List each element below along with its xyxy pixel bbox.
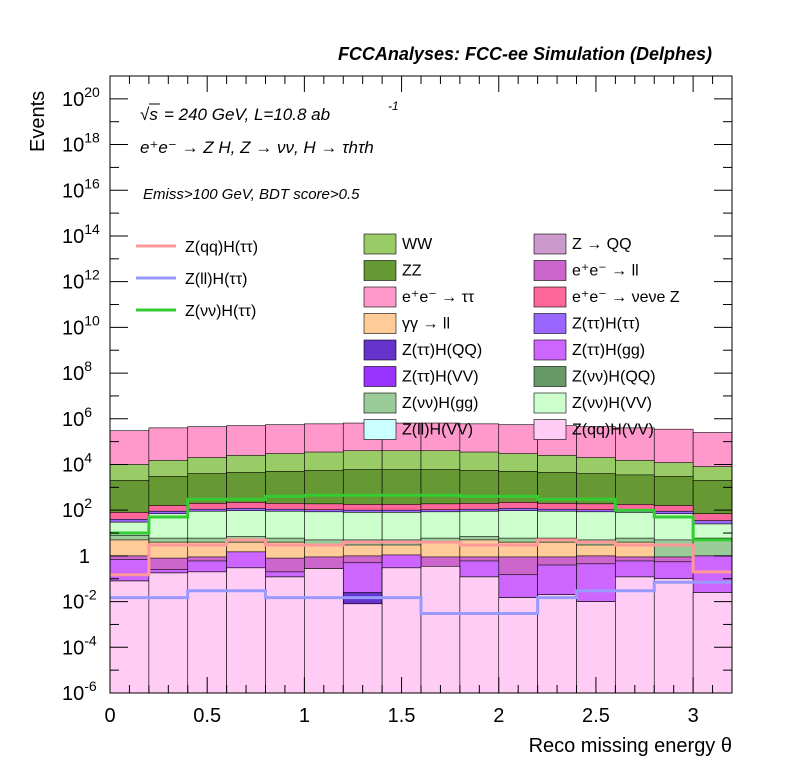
stack-bar xyxy=(148,572,189,694)
legend-box-label: Z(ττ)H(ττ) xyxy=(572,316,640,333)
stack-bar xyxy=(498,597,538,694)
header-title: FCCAnalyses: FCC-ee Simulation (Delphes) xyxy=(338,44,712,64)
legend-box-label: Z(ll)H(VV) xyxy=(402,422,473,439)
legend-line-label: Z(ll)H(ττ) xyxy=(185,271,247,288)
legend-color-box xyxy=(533,233,567,255)
legend-color-box xyxy=(363,286,397,308)
legend-box-label: Z(ττ)H(VV) xyxy=(402,369,479,386)
x-axis-label: Reco missing energy θ xyxy=(529,735,732,757)
stack-bar xyxy=(615,576,655,694)
legend-box-label: e⁺e⁻ → νeνe Z xyxy=(572,289,680,306)
legend-box-label: Z(νν)H(VV) xyxy=(572,395,652,412)
legend-signals: Z(qq)H(ττ) Z(ll)H(ττ) Z(νν)H(ττ) xyxy=(136,239,258,320)
legend-color-box xyxy=(533,419,567,440)
stack-bar xyxy=(537,594,577,694)
stacked-histogram xyxy=(109,422,733,694)
y-tick-label: 1 xyxy=(79,546,90,568)
legend-color-box xyxy=(533,366,567,387)
y-tick-label: 102 xyxy=(62,495,92,522)
legend-color-box xyxy=(533,339,567,361)
legend-box-label: Z(ττ)H(gg) xyxy=(572,342,645,359)
y-tick-label: 1016 xyxy=(62,175,100,202)
x-tick-label: 2 xyxy=(493,705,504,727)
y-tick-label: 104 xyxy=(62,449,92,476)
legend-box-label: γγ → ll xyxy=(402,316,450,333)
legend-box-label: e⁺e⁻ → ττ xyxy=(402,289,475,306)
y-tick-label: 1010 xyxy=(62,312,100,339)
x-tick-label: 0.5 xyxy=(193,705,221,727)
legend-color-box xyxy=(533,313,567,334)
stack-bar xyxy=(459,576,500,694)
signal-lines xyxy=(110,493,732,616)
legend-box-label: Z(νν)H(QQ) xyxy=(572,369,656,386)
energy-lumi-label: = 240 GeV, L=10.8 ab xyxy=(164,105,330,124)
legend-box-label: WW xyxy=(402,236,433,253)
y-tick-label: 10-2 xyxy=(62,587,97,614)
stack-bar xyxy=(304,568,344,694)
legend-line-label: Z(qq)H(ττ) xyxy=(185,239,258,256)
signal-line xyxy=(110,580,732,616)
legend-color-box xyxy=(533,392,567,414)
legend-box-label: Z → QQ xyxy=(572,236,632,253)
y-tick-label: 1012 xyxy=(62,267,100,294)
legend-color-box xyxy=(363,313,397,334)
stack-bar xyxy=(692,592,733,694)
selection-label: Emiss>100 GeV, BDT score>0.5 xyxy=(143,186,360,203)
x-tick-label: 1.5 xyxy=(388,705,416,727)
y-tick-label: 10-4 xyxy=(62,632,97,659)
y-tick-label: 1020 xyxy=(62,84,100,111)
x-tick-label: 1 xyxy=(299,705,310,727)
legend-box-label: Z(qq)H(VV) xyxy=(572,422,654,439)
y-axis-label: Events xyxy=(27,91,49,152)
y-tick-label: 108 xyxy=(62,358,92,385)
legend-color-box xyxy=(363,366,397,387)
annotation-block: √s = 240 GeV, L=10.8 ab -1 e⁺e⁻ → Z H, Z… xyxy=(140,99,399,203)
signal-line xyxy=(110,538,732,577)
process-label: e⁺e⁻ → Z H, Z → νν, H → τhτh xyxy=(140,138,374,157)
legend-box-label: ZZ xyxy=(402,263,422,280)
legend-box-label: Z(ττ)H(QQ) xyxy=(402,342,482,359)
stack-bar xyxy=(653,578,694,694)
y-tick-label: 1014 xyxy=(62,221,100,248)
x-tick-label: 0 xyxy=(104,705,115,727)
stack-bar xyxy=(109,580,150,694)
legend-box-label: Z(νν)H(gg) xyxy=(402,395,478,412)
sqrt-symbol: √s xyxy=(140,105,158,124)
legend-line-label: Z(νν)H(ττ) xyxy=(185,303,256,320)
stack-bar xyxy=(265,576,305,694)
y-tick-label: 106 xyxy=(62,404,92,431)
signal-line xyxy=(110,493,732,542)
legend-color-box xyxy=(533,286,567,308)
y-tick-label: 10-6 xyxy=(62,678,97,705)
legend-color-box xyxy=(363,260,397,281)
x-tick-label: 3 xyxy=(688,705,699,727)
stack-bar xyxy=(420,566,461,694)
legend-backgrounds: WW Z → QQ ZZ e⁺e⁻ → ll e⁺e⁻ → ττ e⁺e⁻ → νeνe … xyxy=(363,233,680,440)
legend-color-box xyxy=(533,260,567,281)
legend-color-box xyxy=(363,339,397,361)
y-tick-label: 1018 xyxy=(62,130,100,157)
stack-bar xyxy=(381,567,422,694)
lumi-unit-exponent: -1 xyxy=(388,99,399,113)
x-tick-label: 2.5 xyxy=(582,705,610,727)
legend-color-box xyxy=(363,392,397,414)
legend-color-box xyxy=(363,233,397,255)
stack-bar xyxy=(226,567,266,694)
legend-color-box xyxy=(363,419,397,440)
legend-box-label: e⁺e⁻ → ll xyxy=(572,263,639,280)
stack-bar xyxy=(342,603,383,694)
